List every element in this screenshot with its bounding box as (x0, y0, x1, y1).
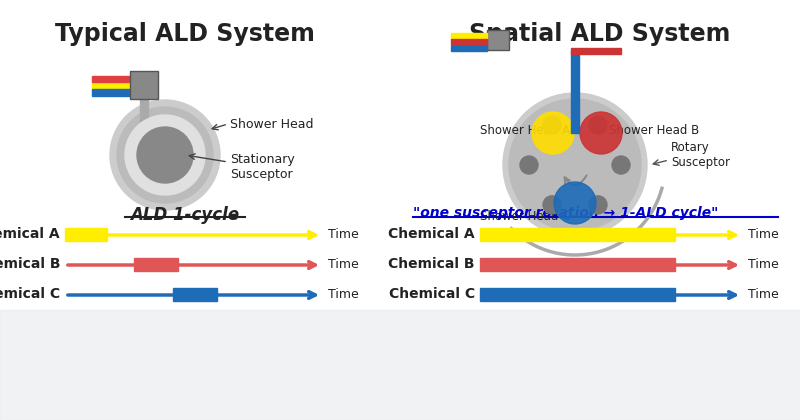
Bar (130, 71, 158, 99)
Bar (451, 39, 487, 45)
Circle shape (532, 112, 574, 154)
Text: Chemical A: Chemical A (0, 227, 60, 241)
Circle shape (580, 112, 622, 154)
Bar (571, 48, 621, 54)
Text: Chemical B: Chemical B (389, 257, 475, 271)
Text: Chemical C: Chemical C (389, 287, 475, 301)
Text: Time: Time (748, 258, 778, 271)
Bar (173, 288, 217, 301)
Circle shape (589, 196, 607, 214)
Circle shape (554, 182, 596, 224)
Bar (65, 228, 106, 241)
Text: Stationary
Susceptor: Stationary Susceptor (230, 153, 294, 181)
Polygon shape (0, 310, 800, 420)
Circle shape (110, 100, 220, 210)
Bar (92, 89, 130, 96)
Bar (134, 258, 178, 271)
Circle shape (125, 115, 205, 195)
Circle shape (520, 156, 538, 174)
Circle shape (117, 107, 213, 203)
Bar (480, 258, 675, 271)
Text: Time: Time (328, 289, 358, 302)
Bar (487, 30, 509, 50)
Text: Chemical A: Chemical A (388, 227, 475, 241)
Text: Chemical B: Chemical B (0, 257, 60, 271)
Circle shape (589, 116, 607, 134)
Bar (480, 288, 675, 301)
Text: Shower Head B: Shower Head B (609, 123, 699, 136)
Bar (571, 51, 579, 133)
Circle shape (503, 93, 647, 237)
Text: Rotary
Susceptor: Rotary Susceptor (671, 141, 730, 169)
Text: Chemical C: Chemical C (0, 287, 60, 301)
Text: Time: Time (328, 258, 358, 271)
Text: Typical ALD System: Typical ALD System (55, 22, 315, 46)
Circle shape (543, 116, 561, 134)
Circle shape (612, 156, 630, 174)
Text: Spatial ALD System: Spatial ALD System (470, 22, 730, 46)
Circle shape (509, 99, 641, 231)
Text: Shower Head: Shower Head (230, 118, 314, 131)
Text: Shower Head C: Shower Head C (480, 210, 570, 223)
Circle shape (543, 196, 561, 214)
Bar (92, 82, 130, 89)
Text: Time: Time (328, 228, 358, 241)
Bar (140, 99, 148, 125)
Bar (451, 46, 487, 51)
Text: Time: Time (748, 228, 778, 241)
Bar (451, 33, 487, 39)
Bar (92, 76, 130, 82)
Text: "one susceptor rotation → 1-ALD cycle": "one susceptor rotation → 1-ALD cycle" (413, 206, 718, 220)
Text: Shower Head A: Shower Head A (480, 123, 570, 136)
Text: Time: Time (748, 289, 778, 302)
Bar (480, 228, 675, 241)
Text: ALD 1-cycle: ALD 1-cycle (130, 206, 239, 224)
Circle shape (137, 127, 193, 183)
